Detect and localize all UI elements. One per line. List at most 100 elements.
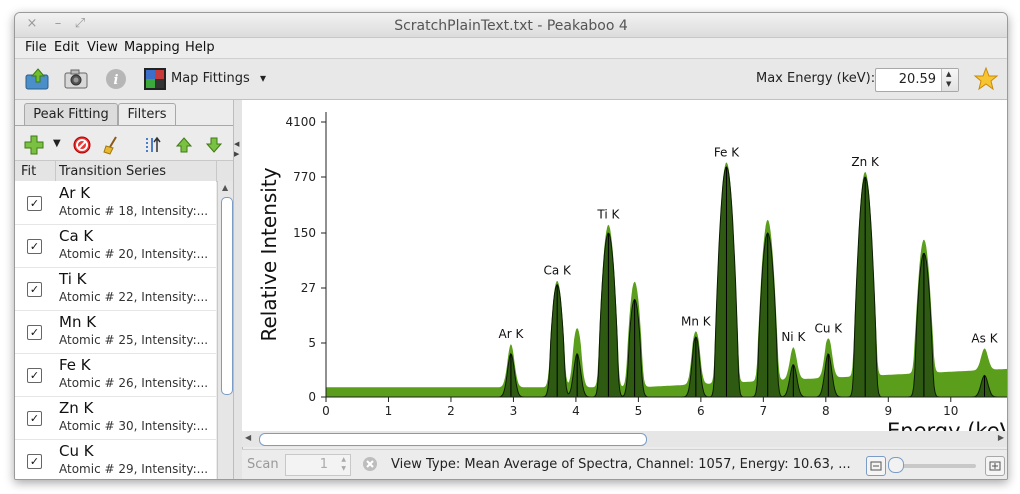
fitting-description: Atomic # 29, Intensity:... bbox=[59, 462, 209, 476]
fittings-scrollbar[interactable]: ▲ bbox=[217, 181, 234, 479]
move-up-icon[interactable] bbox=[173, 134, 195, 156]
fit-checkbox[interactable]: ✓ bbox=[27, 368, 42, 383]
scroll-left-icon[interactable]: ◀ bbox=[245, 433, 252, 442]
zoom-in-icon[interactable] bbox=[985, 456, 1005, 476]
fitting-name: Ca K bbox=[59, 227, 94, 245]
zoom-slider-track[interactable] bbox=[890, 464, 976, 468]
zoom-slider-knob[interactable] bbox=[888, 457, 904, 473]
menu-file[interactable]: File bbox=[25, 40, 47, 55]
y-tick-label: 0 bbox=[308, 390, 316, 404]
map-fittings-dropdown-icon[interactable]: ▾ bbox=[260, 71, 267, 85]
clear-fittings-icon[interactable] bbox=[101, 134, 123, 156]
spectrum-svg[interactable]: 0 5 27 150 770 4100 0 1 2 3 4 5 6 7 8 9 10 Ar K Ca K Ti K Mn… bbox=[242, 100, 1007, 436]
x-tick-label: 10 bbox=[943, 404, 958, 418]
scan-up-icon[interactable]: ▲ bbox=[341, 456, 346, 463]
scan-down-icon[interactable]: ▼ bbox=[341, 465, 346, 472]
peak-annotation-label: Ni K bbox=[781, 330, 806, 344]
camera-icon[interactable] bbox=[63, 67, 89, 91]
max-energy-label: Max Energy (keV): bbox=[756, 71, 876, 86]
peak-annotation-label: Mn K bbox=[681, 314, 712, 328]
fit-checkbox[interactable]: ✓ bbox=[27, 411, 42, 426]
window-title: ScratchPlainText.txt - Peakaboo 4 bbox=[394, 18, 628, 34]
x-tick-label: 3 bbox=[510, 404, 518, 418]
fitting-row[interactable]: ✓ Ca K Atomic # 20, Intensity:... bbox=[15, 224, 216, 268]
max-energy-spinner[interactable]: 20.59 ▲ ▼ bbox=[875, 68, 959, 92]
peak-annotation-label: Zn K bbox=[851, 155, 880, 169]
y-axis-label: Relative Intensity bbox=[257, 167, 281, 341]
scroll-up-icon[interactable]: ▲ bbox=[222, 183, 229, 192]
clear-scan-icon[interactable] bbox=[362, 456, 378, 472]
fit-checkbox[interactable]: ✓ bbox=[27, 196, 42, 211]
map-fittings-icon[interactable] bbox=[143, 67, 169, 91]
title-bar: × – ⤢ ScratchPlainText.txt - Peakaboo 4 bbox=[15, 13, 1007, 38]
spinner-up-icon[interactable]: ▲ bbox=[946, 70, 952, 78]
menu-view[interactable]: View bbox=[87, 40, 118, 55]
x-tick-label: 2 bbox=[447, 404, 455, 418]
hscroll-thumb[interactable] bbox=[259, 433, 647, 446]
fitting-name: Cu K bbox=[59, 442, 94, 460]
status-bar: Scan 1 ▲ ▼ View Type: Mean Average of Sp… bbox=[242, 449, 1007, 479]
fitting-row[interactable]: ✓ Cu K Atomic # 29, Intensity:... bbox=[15, 439, 216, 479]
add-fitting-icon[interactable] bbox=[23, 134, 45, 156]
close-window-icon[interactable]: × bbox=[26, 16, 38, 31]
left-panel: Peak Fitting Filters ▼ Fit Transition Se… bbox=[15, 100, 234, 479]
scrollbar-thumb[interactable] bbox=[221, 197, 233, 395]
peak-annotation-label: Cu K bbox=[814, 321, 843, 335]
tab-peak-fitting[interactable]: Peak Fitting bbox=[24, 103, 118, 126]
fitting-description: Atomic # 18, Intensity:... bbox=[59, 204, 209, 218]
scroll-right-icon[interactable]: ▶ bbox=[997, 433, 1004, 442]
fitting-row[interactable]: ✓ Fe K Atomic # 26, Intensity:... bbox=[15, 353, 216, 397]
menu-mapping[interactable]: Mapping bbox=[124, 40, 180, 55]
menu-help[interactable]: Help bbox=[185, 40, 215, 55]
tab-divider bbox=[15, 125, 233, 126]
fitting-name: Ar K bbox=[59, 184, 91, 202]
spinner-down-icon[interactable]: ▼ bbox=[946, 80, 952, 88]
raw-spectrum-area bbox=[326, 162, 1007, 397]
open-file-icon[interactable] bbox=[25, 67, 51, 91]
minimize-window-icon[interactable]: – bbox=[54, 16, 62, 31]
fit-checkbox[interactable]: ✓ bbox=[27, 282, 42, 297]
fitting-name: Mn K bbox=[59, 313, 97, 331]
fitting-row[interactable]: ✓ Mn K Atomic # 25, Intensity:... bbox=[15, 310, 216, 354]
collapse-left-icon[interactable]: ◀ bbox=[234, 140, 240, 148]
spinner-arrows[interactable]: ▲ ▼ bbox=[941, 69, 958, 91]
maximize-window-icon[interactable]: ⤢ bbox=[74, 16, 86, 31]
fitting-row[interactable]: ✓ Ar K Atomic # 18, Intensity:... bbox=[15, 181, 216, 225]
info-icon[interactable]: i bbox=[103, 67, 129, 91]
tab-filters[interactable]: Filters bbox=[118, 103, 176, 126]
fitting-row[interactable]: ✓ Ti K Atomic # 22, Intensity:... bbox=[15, 267, 216, 311]
column-transition-series[interactable]: Transition Series bbox=[59, 164, 166, 179]
remove-fitting-icon[interactable] bbox=[71, 134, 93, 156]
chart-hscrollbar[interactable]: ◀ ▶ bbox=[242, 431, 1007, 447]
fitting-description: Atomic # 26, Intensity:... bbox=[59, 376, 209, 390]
x-tick-label: 7 bbox=[760, 404, 768, 418]
fit-checkbox[interactable]: ✓ bbox=[27, 239, 42, 254]
add-fitting-dropdown-icon[interactable]: ▼ bbox=[53, 138, 61, 149]
zoom-out-icon[interactable] bbox=[866, 456, 886, 476]
y-tick-label: 27 bbox=[301, 281, 316, 295]
x-tick-label: 6 bbox=[697, 404, 705, 418]
column-fit[interactable]: Fit bbox=[21, 164, 37, 179]
map-fittings-label[interactable]: Map Fittings bbox=[171, 71, 250, 86]
fit-checkbox[interactable]: ✓ bbox=[27, 454, 42, 469]
x-tick-label: 8 bbox=[822, 404, 830, 418]
collapse-right-icon[interactable]: ▶ bbox=[234, 150, 240, 158]
fittings-table-header: Fit Transition Series bbox=[15, 160, 233, 182]
star-icon[interactable] bbox=[973, 66, 999, 91]
main-toolbar: i Map Fittings ▾ Max Energy (keV): 20.59… bbox=[15, 59, 1007, 100]
auto-sort-icon[interactable] bbox=[141, 134, 163, 156]
fitting-description: Atomic # 25, Intensity:... bbox=[59, 333, 209, 347]
scan-label: Scan bbox=[247, 457, 279, 472]
menu-bar: File Edit View Mapping Help bbox=[15, 38, 1007, 59]
y-tick-label: 5 bbox=[308, 336, 316, 350]
menu-edit[interactable]: Edit bbox=[54, 40, 80, 55]
fitting-description: Atomic # 22, Intensity:... bbox=[59, 290, 209, 304]
scan-value[interactable]: 1 bbox=[319, 457, 328, 472]
fit-checkbox[interactable]: ✓ bbox=[27, 325, 42, 340]
scan-spinner[interactable]: 1 ▲ ▼ bbox=[285, 454, 351, 476]
move-down-icon[interactable] bbox=[203, 134, 225, 156]
fitting-row[interactable]: ✓ Zn K Atomic # 30, Intensity:... bbox=[15, 396, 216, 440]
spectrum-chart[interactable]: 0 5 27 150 770 4100 0 1 2 3 4 5 6 7 8 9 10 Ar K Ca K Ti K Mn… bbox=[242, 100, 1007, 436]
max-energy-value[interactable]: 20.59 bbox=[898, 72, 936, 87]
x-tick-label: 4 bbox=[572, 404, 580, 418]
